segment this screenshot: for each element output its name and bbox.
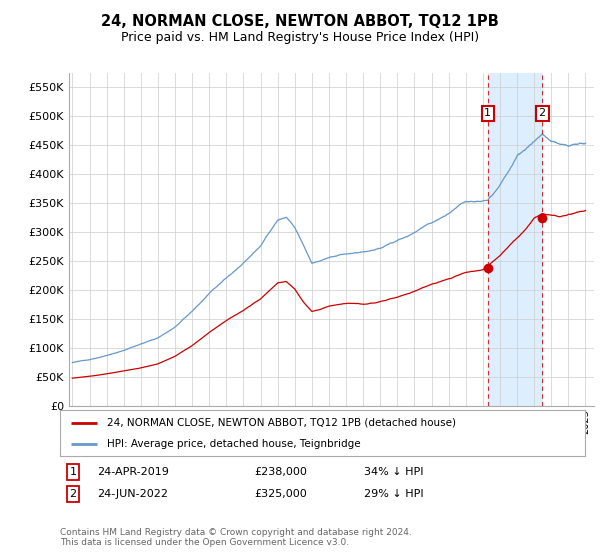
Text: £238,000: £238,000 <box>254 467 307 477</box>
Text: Price paid vs. HM Land Registry's House Price Index (HPI): Price paid vs. HM Land Registry's House … <box>121 31 479 44</box>
Text: Contains HM Land Registry data © Crown copyright and database right 2024.
This d: Contains HM Land Registry data © Crown c… <box>60 528 412 547</box>
Text: £325,000: £325,000 <box>254 489 307 499</box>
Text: 34% ↓ HPI: 34% ↓ HPI <box>365 467 424 477</box>
Text: 29% ↓ HPI: 29% ↓ HPI <box>365 489 424 499</box>
Text: 24, NORMAN CLOSE, NEWTON ABBOT, TQ12 1PB: 24, NORMAN CLOSE, NEWTON ABBOT, TQ12 1PB <box>101 14 499 29</box>
Text: 2: 2 <box>70 489 77 499</box>
Text: 1: 1 <box>70 467 77 477</box>
Text: 1: 1 <box>484 109 491 118</box>
Text: 2: 2 <box>539 109 546 118</box>
Bar <box>488 73 542 406</box>
Text: 24-APR-2019: 24-APR-2019 <box>97 467 169 477</box>
Text: 24, NORMAN CLOSE, NEWTON ABBOT, TQ12 1PB (detached house): 24, NORMAN CLOSE, NEWTON ABBOT, TQ12 1PB… <box>107 418 456 428</box>
Text: HPI: Average price, detached house, Teignbridge: HPI: Average price, detached house, Teig… <box>107 439 361 449</box>
Text: 24-JUN-2022: 24-JUN-2022 <box>97 489 168 499</box>
